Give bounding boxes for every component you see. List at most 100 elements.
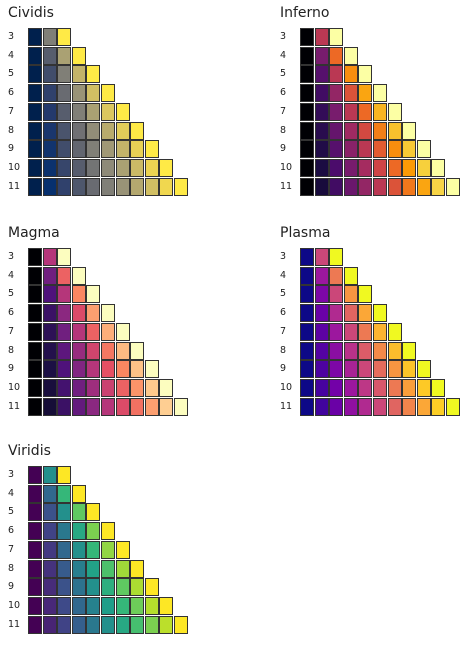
color-swatch <box>71 378 86 397</box>
color-swatch <box>42 177 57 196</box>
color-swatch <box>57 65 72 84</box>
color-swatch <box>314 322 329 341</box>
color-swatch <box>159 378 174 397</box>
color-swatch <box>71 84 86 103</box>
color-swatch <box>387 177 402 196</box>
color-swatch <box>115 360 130 379</box>
color-swatch <box>101 140 115 159</box>
color-swatch <box>71 65 86 84</box>
row-label: 11 <box>280 400 293 412</box>
color-swatch <box>42 121 57 140</box>
color-swatch <box>343 360 358 379</box>
color-swatch <box>42 248 57 266</box>
color-swatch <box>329 285 344 304</box>
color-swatch <box>71 397 86 416</box>
color-swatch <box>387 360 402 379</box>
color-swatch <box>115 140 130 159</box>
color-swatch <box>343 102 358 121</box>
color-swatch <box>86 304 101 323</box>
color-swatch <box>115 102 130 121</box>
color-swatch <box>86 360 101 379</box>
color-swatch <box>300 341 314 360</box>
color-swatch <box>402 158 417 177</box>
color-swatch <box>42 341 57 360</box>
palette-magma: Magma 3 4 5 6 7 8 9 10 11 <box>8 224 208 434</box>
color-swatch <box>57 378 72 397</box>
color-swatch <box>101 341 115 360</box>
color-swatch <box>86 615 101 634</box>
color-swatch <box>314 140 329 159</box>
color-swatch <box>57 102 72 121</box>
row-label: 5 <box>8 288 15 300</box>
color-swatch <box>101 397 115 416</box>
color-swatch <box>373 102 387 121</box>
color-swatch <box>57 503 72 522</box>
color-swatch <box>101 596 115 615</box>
color-swatch <box>416 360 431 379</box>
color-swatch <box>42 596 57 615</box>
row-label: 9 <box>8 363 15 375</box>
color-swatch <box>101 360 115 379</box>
color-swatch <box>314 158 329 177</box>
row-label: 10 <box>280 381 293 393</box>
color-swatch <box>358 397 373 416</box>
color-swatch <box>130 158 145 177</box>
color-swatch <box>402 121 417 140</box>
color-swatch <box>86 578 101 597</box>
row-label: 4 <box>8 269 15 281</box>
color-swatch <box>358 158 373 177</box>
color-swatch <box>174 177 188 196</box>
color-swatch <box>115 378 130 397</box>
row-label: 7 <box>280 105 287 117</box>
color-swatch <box>28 84 42 103</box>
color-swatch <box>71 540 86 559</box>
color-swatch <box>28 177 42 196</box>
color-swatch <box>28 248 42 266</box>
palette-title: Plasma <box>280 225 331 241</box>
row-label: 8 <box>280 344 287 356</box>
color-swatch <box>387 158 402 177</box>
color-swatch <box>57 322 72 341</box>
color-swatch <box>373 121 387 140</box>
color-swatch <box>71 102 86 121</box>
color-swatch <box>86 341 101 360</box>
row-label: 10 <box>8 599 21 611</box>
color-swatch <box>86 540 101 559</box>
palette-title: Cividis <box>8 5 54 21</box>
color-swatch <box>57 158 72 177</box>
color-swatch <box>86 121 101 140</box>
color-swatch <box>71 304 86 323</box>
color-swatch <box>42 46 57 65</box>
color-swatch <box>446 177 460 196</box>
color-swatch <box>57 177 72 196</box>
color-swatch <box>329 322 344 341</box>
row-label: 8 <box>8 344 15 356</box>
color-swatch <box>42 540 57 559</box>
color-swatch <box>115 540 130 559</box>
color-swatch <box>71 503 86 522</box>
color-swatch <box>373 322 387 341</box>
color-swatch <box>329 177 344 196</box>
color-swatch <box>343 46 358 65</box>
color-swatch <box>343 285 358 304</box>
color-swatch <box>416 140 431 159</box>
color-swatch <box>42 285 57 304</box>
color-swatch <box>431 158 446 177</box>
color-swatch <box>329 304 344 323</box>
color-swatch <box>28 341 42 360</box>
color-swatch <box>71 177 86 196</box>
color-swatch <box>130 615 145 634</box>
color-swatch <box>28 540 42 559</box>
color-swatch <box>329 28 344 46</box>
color-swatch <box>28 360 42 379</box>
row-label: 4 <box>280 49 287 61</box>
color-swatch <box>314 121 329 140</box>
color-swatch <box>57 397 72 416</box>
color-swatch <box>343 121 358 140</box>
color-swatch <box>300 285 314 304</box>
color-swatch <box>373 397 387 416</box>
row-label: 10 <box>280 161 293 173</box>
color-swatch <box>28 28 42 46</box>
color-swatch <box>130 378 145 397</box>
color-swatch <box>130 121 145 140</box>
